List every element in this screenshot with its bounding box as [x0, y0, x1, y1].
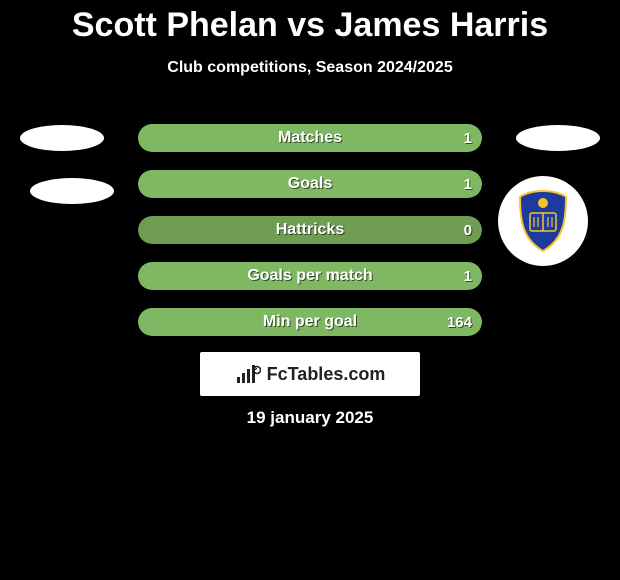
subtitle: Club competitions, Season 2024/2025 [0, 59, 620, 77]
stat-right-value: 1 [464, 170, 472, 198]
stat-row: Min per goal 164 [138, 308, 482, 336]
brand-label: FcTables.com [267, 364, 386, 385]
stat-label: Goals per match [138, 262, 482, 290]
stat-right-value: 164 [447, 308, 472, 336]
stat-right-value: 1 [464, 262, 472, 290]
brand-box: FcTables.com [200, 352, 420, 396]
stat-label: Matches [138, 124, 482, 152]
stat-row: Goals 1 [138, 170, 482, 198]
stat-right-value: 0 [464, 216, 472, 244]
date-label: 19 january 2025 [0, 408, 620, 428]
stat-label: Hattricks [138, 216, 482, 244]
shield-icon [516, 189, 570, 253]
comparison-card: Scott Phelan vs James Harris Club compet… [0, 0, 620, 580]
stats-rows: Matches 1 Goals 1 Hattricks 0 Goals per … [138, 124, 482, 354]
left-badge-placeholder-2 [30, 178, 114, 204]
stat-right-value: 1 [464, 124, 472, 152]
stat-label: Goals [138, 170, 482, 198]
club-crest [498, 176, 588, 266]
bars-icon [235, 363, 261, 385]
right-badge-placeholder [516, 125, 600, 151]
left-badge-placeholder-1 [20, 125, 104, 151]
stat-row: Hattricks 0 [138, 216, 482, 244]
stat-label: Min per goal [138, 308, 482, 336]
page-title: Scott Phelan vs James Harris [0, 6, 620, 45]
stat-row: Matches 1 [138, 124, 482, 152]
stat-row: Goals per match 1 [138, 262, 482, 290]
